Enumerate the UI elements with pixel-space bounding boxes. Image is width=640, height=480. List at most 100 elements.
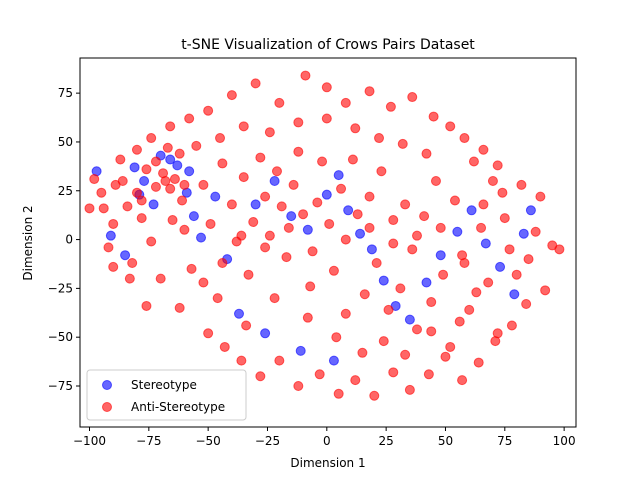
- point-anti-stereotype-135: [264, 127, 275, 138]
- point-anti-stereotype-39: [317, 156, 328, 167]
- x-tick-label: 25: [379, 434, 394, 448]
- point-anti-stereotype-71: [511, 269, 522, 280]
- point-anti-stereotype-14: [169, 174, 180, 185]
- point-anti-stereotype-158: [136, 195, 147, 206]
- point-anti-stereotype-101: [490, 336, 501, 347]
- point-anti-stereotype-121: [203, 105, 214, 116]
- point-anti-stereotype-96: [404, 384, 415, 395]
- point-anti-stereotype-34: [288, 179, 299, 190]
- point-stereotype-16: [250, 199, 261, 210]
- point-anti-stereotype-157: [165, 183, 176, 194]
- point-anti-stereotype-100: [473, 357, 484, 368]
- point-anti-stereotype-81: [117, 176, 128, 186]
- point-anti-stereotype-119: [124, 273, 135, 284]
- point-anti-stereotype-128: [378, 336, 389, 347]
- point-anti-stereotype-107: [300, 70, 311, 81]
- point-anti-stereotype-133: [215, 133, 226, 144]
- point-anti-stereotype-126: [331, 332, 342, 343]
- point-stereotype-21: [333, 170, 344, 181]
- point-anti-stereotype-19: [198, 179, 209, 190]
- point-anti-stereotype-0: [89, 174, 100, 185]
- point-stereotype-10: [184, 166, 195, 177]
- point-anti-stereotype-152: [435, 222, 446, 233]
- point-anti-stereotype-36: [298, 209, 309, 220]
- point-anti-stereotype-58: [430, 176, 441, 186]
- point-anti-stereotype-150: [388, 238, 399, 249]
- point-anti-stereotype-102: [506, 320, 517, 331]
- point-anti-stereotype-131: [454, 316, 465, 327]
- point-anti-stereotype-143: [217, 258, 228, 268]
- point-anti-stereotype-159: [108, 218, 119, 229]
- point-anti-stereotype-92: [333, 388, 344, 399]
- x-tick-label: 75: [497, 434, 512, 448]
- legend-box: [86, 369, 247, 421]
- point-anti-stereotype-136: [293, 117, 304, 128]
- point-anti-stereotype-95: [388, 367, 399, 378]
- point-anti-stereotype-66: [483, 277, 494, 288]
- point-anti-stereotype-75: [535, 191, 546, 202]
- point-anti-stereotype-56: [419, 211, 430, 222]
- point-anti-stereotype-22: [217, 158, 228, 169]
- point-stereotype-24: [366, 244, 377, 255]
- point-anti-stereotype-64: [468, 156, 479, 167]
- point-anti-stereotype-35: [293, 146, 304, 157]
- point-anti-stereotype-139: [374, 133, 385, 144]
- point-anti-stereotype-85: [203, 328, 214, 339]
- point-anti-stereotype-63: [464, 304, 475, 315]
- point-anti-stereotype-4: [115, 154, 126, 165]
- point-anti-stereotype-17: [186, 263, 197, 274]
- point-stereotype-14: [210, 191, 221, 202]
- point-stereotype-29: [435, 250, 446, 261]
- x-tick-label: 50: [438, 434, 453, 448]
- point-anti-stereotype-30: [264, 230, 275, 241]
- point-stereotype-38: [260, 328, 271, 339]
- point-stereotype-39: [295, 345, 306, 356]
- point-stereotype-25: [378, 275, 389, 286]
- point-anti-stereotype-8: [136, 213, 147, 224]
- point-anti-stereotype-45: [352, 209, 363, 220]
- point-stereotype-33: [495, 261, 506, 272]
- point-anti-stereotype-144: [236, 230, 247, 241]
- point-anti-stereotype-49: [376, 166, 387, 177]
- point-anti-stereotype-37: [305, 281, 316, 292]
- point-anti-stereotype-76: [540, 285, 551, 296]
- point-stereotype-5: [139, 176, 150, 186]
- point-stereotype-18: [286, 211, 297, 222]
- point-anti-stereotype-25: [238, 172, 249, 183]
- point-anti-stereotype-140: [397, 138, 408, 149]
- point-anti-stereotype-153: [459, 258, 470, 268]
- point-anti-stereotype-110: [364, 86, 375, 97]
- point-anti-stereotype-138: [350, 123, 361, 134]
- point-anti-stereotype-31: [271, 166, 282, 177]
- point-stereotype-30: [452, 226, 463, 237]
- y-tick-label: 0: [65, 233, 73, 247]
- point-anti-stereotype-108: [321, 82, 332, 93]
- point-anti-stereotype-88: [255, 371, 266, 382]
- x-tick-label: 100: [553, 434, 576, 448]
- point-anti-stereotype-151: [412, 230, 422, 241]
- point-anti-stereotype-112: [407, 92, 418, 103]
- point-anti-stereotype-47: [364, 191, 375, 202]
- point-anti-stereotype-9: [141, 164, 152, 175]
- point-anti-stereotype-134: [238, 121, 249, 132]
- point-stereotype-22: [343, 205, 354, 216]
- point-anti-stereotype-118: [141, 300, 152, 311]
- point-anti-stereotype-89: [274, 355, 285, 366]
- point-stereotype-19: [302, 224, 313, 235]
- point-stereotype-37: [234, 308, 244, 319]
- point-anti-stereotype-141: [421, 148, 432, 159]
- point-anti-stereotype-18: [191, 140, 202, 151]
- point-anti-stereotype-161: [174, 148, 185, 159]
- point-anti-stereotype-156: [146, 133, 157, 144]
- point-stereotype-6: [148, 199, 159, 210]
- point-anti-stereotype-53: [400, 199, 411, 210]
- point-anti-stereotype-90: [293, 381, 304, 391]
- point-stereotype-27: [404, 314, 415, 325]
- point-anti-stereotype-109: [340, 97, 351, 108]
- point-anti-stereotype-15: [177, 195, 188, 206]
- point-anti-stereotype-65: [476, 222, 487, 233]
- point-anti-stereotype-116: [478, 144, 489, 155]
- point-anti-stereotype-105: [250, 78, 261, 89]
- point-anti-stereotype-52: [395, 283, 406, 294]
